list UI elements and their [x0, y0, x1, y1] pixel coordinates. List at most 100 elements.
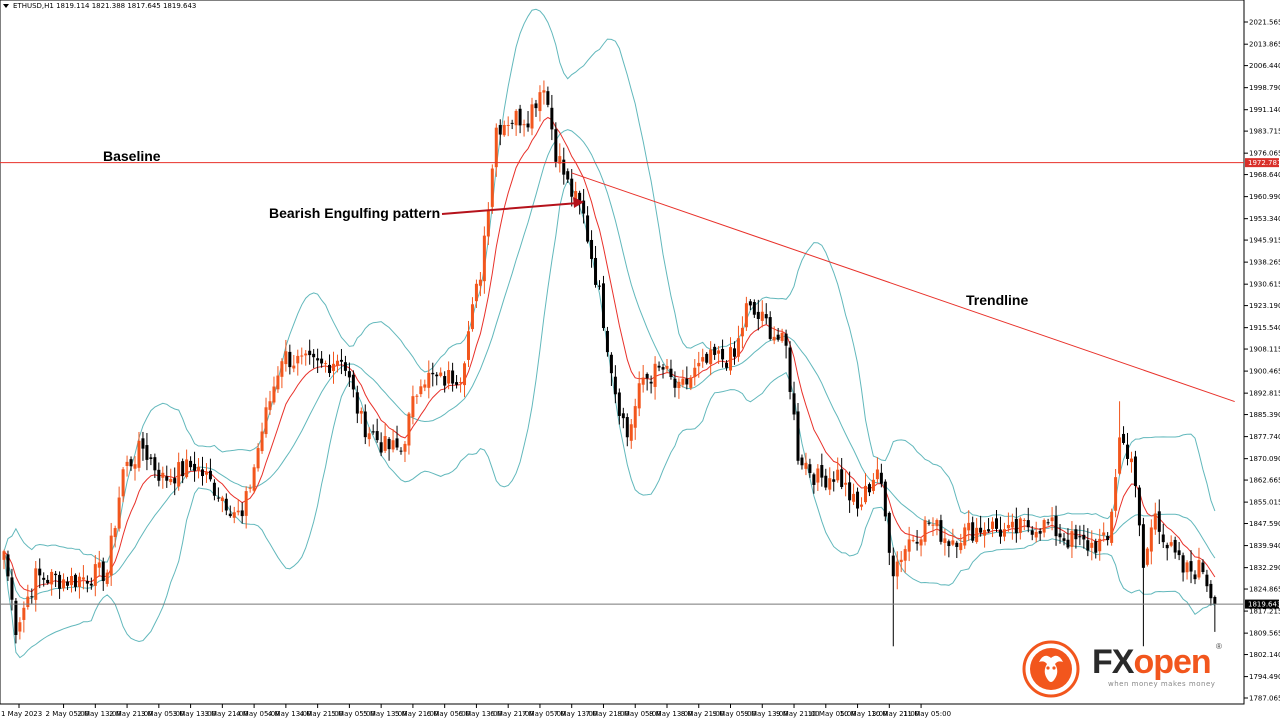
dropdown-triangle-icon[interactable] [3, 4, 9, 8]
candle-body [951, 540, 955, 545]
candle-body [578, 192, 582, 204]
candle-body [129, 459, 133, 467]
candle-body [304, 353, 308, 356]
candle-body [177, 462, 181, 487]
candle-body [983, 529, 987, 536]
candle-body [415, 395, 419, 397]
candle-body [784, 333, 788, 346]
candle-body [157, 469, 161, 481]
candle-body [1002, 529, 1006, 537]
candle-body [264, 407, 268, 435]
candle-body [419, 386, 423, 395]
candle-body [590, 239, 594, 259]
candle-body [58, 574, 62, 589]
candle-body [284, 351, 288, 365]
candle-body [10, 577, 14, 600]
candle-body [1018, 518, 1022, 533]
candle-body [915, 541, 919, 544]
candle-body [911, 540, 915, 542]
candle-body [1094, 541, 1098, 553]
price-tick-label: 1832.290 [1249, 564, 1280, 572]
candle-body [204, 472, 208, 475]
candle-body [73, 574, 77, 587]
candle-body [498, 125, 502, 135]
candle-body [308, 350, 312, 356]
candle-body [669, 368, 673, 377]
candle-body [34, 568, 38, 600]
candle-body [22, 607, 26, 620]
candle-body [963, 527, 967, 546]
time-tick-label: 2 May 05:00 [46, 710, 90, 718]
candle-body [1070, 531, 1074, 547]
candle-body [201, 469, 204, 477]
price-tick-label: 1968.640 [1249, 171, 1280, 179]
fxopen-logo: FXopen ® when money makes money [1022, 640, 1232, 700]
time-tick-label: 6 May 21:00 [490, 710, 534, 718]
candle-body [1209, 583, 1213, 599]
candle-body [46, 579, 50, 584]
candle-body [732, 348, 736, 357]
candle-body [629, 424, 633, 441]
candle-body [1193, 574, 1197, 580]
candle-body [320, 358, 324, 364]
candle-body [721, 348, 725, 360]
time-tick-label: 9 May 05:00 [713, 710, 757, 718]
candle-body [387, 438, 391, 450]
candle-body [288, 351, 292, 368]
time-tick-label: 9 May 13:00 [744, 710, 788, 718]
candle-body [935, 520, 939, 527]
candle-body [276, 375, 280, 390]
candle-body [447, 370, 451, 384]
candle-body [530, 104, 534, 129]
candle-body [347, 371, 351, 378]
price-tick-label: 1839.940 [1249, 542, 1280, 550]
candle-body [161, 472, 165, 478]
candle-body [482, 235, 486, 282]
price-tick-label: 1945.915 [1249, 237, 1280, 245]
time-tick-label: 11 May 05:00 [903, 710, 951, 718]
price-tick-label: 1877.740 [1249, 433, 1280, 441]
candle-body [860, 504, 864, 507]
candle-body [490, 168, 494, 207]
candle-body [85, 581, 89, 584]
price-tick-label: 2021.565 [1249, 19, 1280, 27]
candle-body [335, 360, 339, 366]
candle-body [689, 377, 693, 388]
candle-body [292, 365, 296, 369]
candle-body [439, 372, 443, 376]
price-tick-label: 2006.440 [1249, 62, 1280, 70]
candle-body [1046, 522, 1050, 524]
candle-body [903, 549, 907, 561]
price-tick-label: 1976.065 [1249, 150, 1280, 158]
candle-body [709, 349, 713, 365]
candle-body [653, 363, 657, 387]
candle-body [224, 498, 228, 511]
time-tick-label: 7 May 21:00 [585, 710, 629, 718]
candle-body [1106, 536, 1110, 541]
time-tick-label: 2 May 21:00 [109, 710, 153, 718]
candle-body [272, 386, 276, 403]
candle-body [840, 469, 844, 487]
candle-body [879, 472, 883, 484]
price-tick-label: 1885.390 [1249, 411, 1280, 419]
price-tick-label: 1900.465 [1249, 368, 1280, 376]
candle-body [1030, 530, 1034, 535]
price-tick-label: 1938.265 [1249, 259, 1280, 267]
candle-body [748, 301, 752, 306]
price-tick-label: 1915.540 [1249, 324, 1280, 332]
candle-body [574, 190, 578, 199]
candle-body [506, 124, 510, 126]
candle-body [736, 338, 740, 357]
candle-body [808, 464, 812, 473]
time-tick-label: 7 May 13:00 [554, 710, 598, 718]
plot-frame [0, 0, 1245, 705]
moving-average [3, 116, 1216, 593]
logo-registered-mark: ® [1216, 642, 1222, 651]
candle-body [77, 576, 81, 587]
candle-body [121, 469, 125, 497]
candle-body [435, 374, 439, 377]
candle-body [6, 554, 10, 577]
price-tick-label: 1855.015 [1249, 499, 1280, 507]
